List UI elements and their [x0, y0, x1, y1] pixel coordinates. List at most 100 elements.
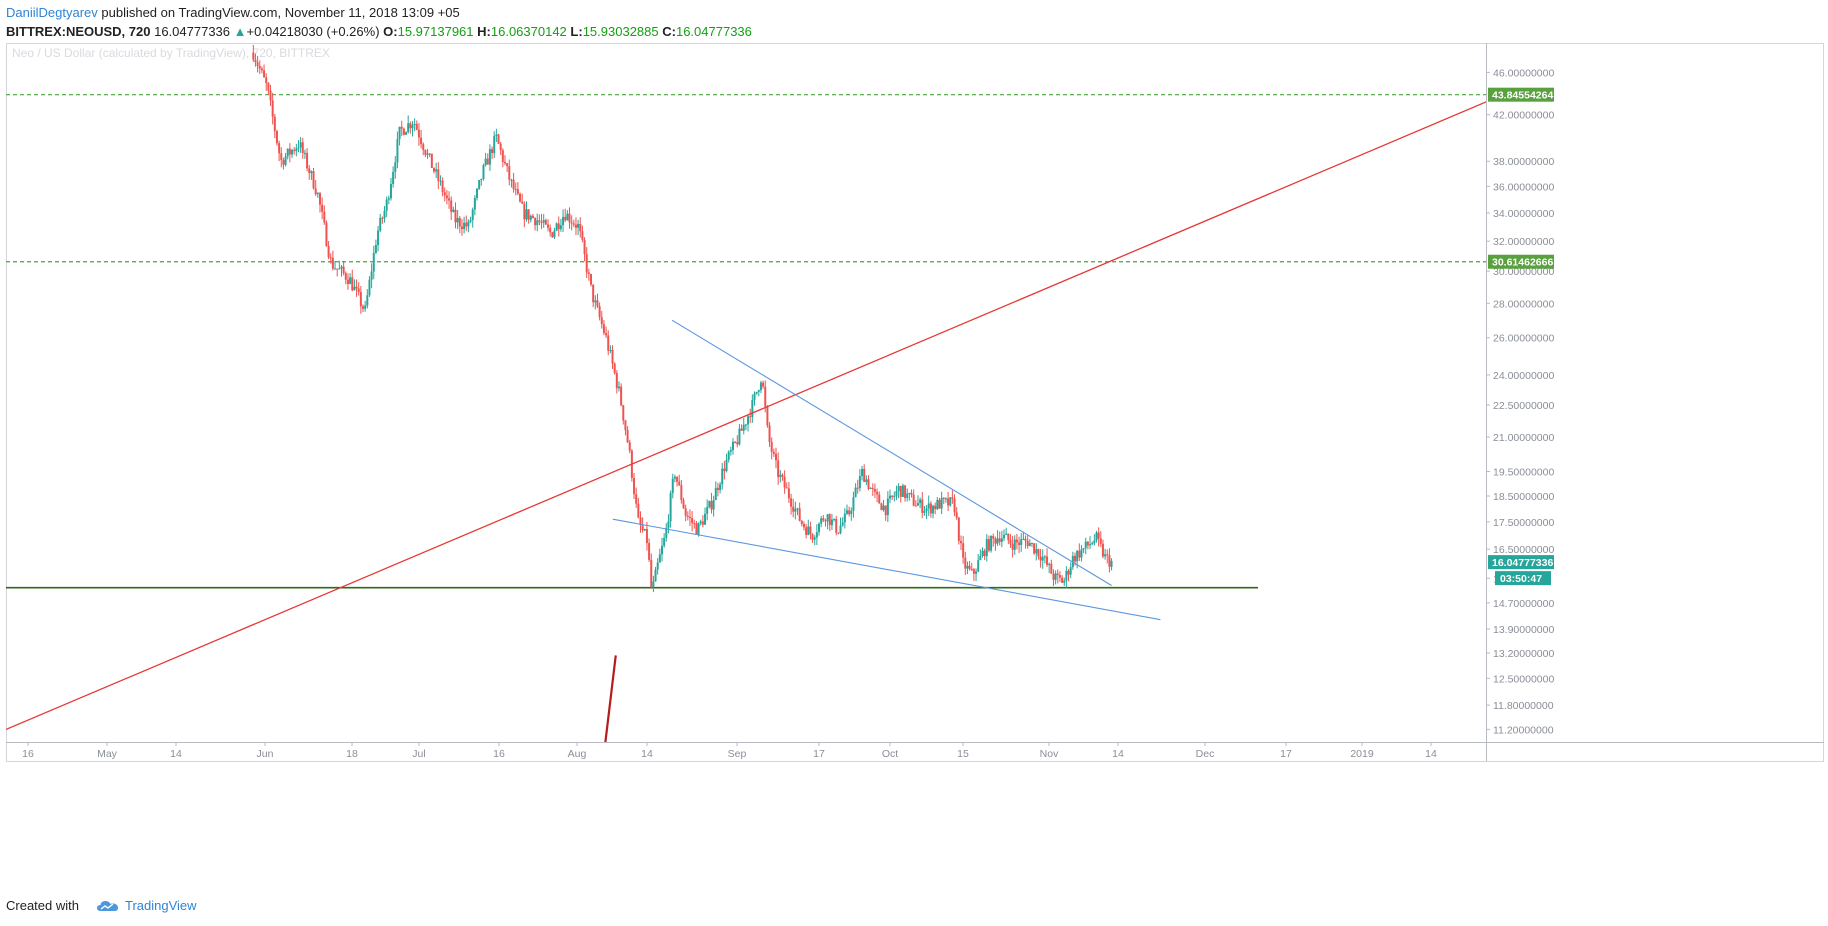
price-tick-label: 36.00000000: [1493, 181, 1554, 193]
candle-body: [549, 227, 552, 233]
wedge-upper-line[interactable]: [671, 319, 1112, 586]
candle-body: [1013, 539, 1016, 550]
candle-body: [271, 100, 274, 117]
candle-body: [723, 468, 726, 472]
candle-body: [566, 213, 569, 221]
author-link[interactable]: DaniilDegtyarev: [6, 5, 98, 20]
candle-body: [708, 501, 711, 507]
candle-body: [278, 143, 281, 154]
candle-body: [727, 451, 730, 460]
symbol-label[interactable]: BITTREX:NEOUSD, 720: [6, 24, 151, 39]
candle-body: [742, 424, 745, 431]
candle-body: [1076, 550, 1079, 562]
candle-body: [680, 485, 683, 501]
time-tick-label: Jul: [412, 748, 425, 760]
candle-body: [615, 372, 618, 389]
candle-body: [495, 134, 498, 136]
candle-body: [1056, 573, 1059, 576]
candle-body: [1026, 540, 1029, 546]
candle-body: [906, 493, 909, 498]
chart-area[interactable]: 46.00000000 42.00000000 38.00000000 36.0000…: [6, 43, 1824, 888]
candle-body: [1073, 555, 1076, 562]
low-label: L:: [570, 24, 583, 39]
candle-body: [830, 519, 833, 526]
candle-body: [643, 529, 646, 531]
price-tick-label: 14.70000000: [1493, 598, 1554, 610]
candle-body: [452, 209, 455, 212]
candle-body: [254, 59, 257, 63]
candle-body: [602, 324, 605, 334]
candle-body: [344, 273, 347, 280]
candle-body: [635, 494, 638, 504]
candle-body: [577, 223, 580, 228]
plot-layer: [6, 43, 1634, 742]
candle-body: [1015, 539, 1018, 543]
drawing-mark-line[interactable]: [604, 655, 617, 742]
tradingview-link[interactable]: TradingView: [87, 898, 197, 913]
candle-body: [562, 216, 565, 226]
open-label: O:: [383, 24, 398, 39]
price-chart[interactable]: 46.00000000 42.00000000 38.00000000 36.0000…: [6, 43, 1824, 888]
candle-body: [841, 522, 844, 526]
candle-body: [465, 222, 468, 227]
candle-body: [811, 534, 814, 540]
candle-body: [893, 495, 896, 497]
candle-body: [706, 506, 709, 514]
candle-body: [525, 209, 528, 220]
candle-body: [1099, 538, 1102, 544]
candle-body: [349, 277, 352, 284]
candle-body: [1086, 541, 1089, 546]
candle-body: [990, 536, 993, 551]
candle-body: [353, 286, 356, 291]
price-tick-label: 13.90000000: [1493, 624, 1554, 636]
candle-body: [377, 230, 380, 245]
created-with-label: Created with: [6, 898, 79, 913]
price-tick-label: 11.80000000: [1493, 700, 1554, 712]
candle-body: [815, 532, 818, 538]
candle-body: [751, 399, 754, 418]
candle-body: [1106, 554, 1109, 556]
candle-body: [529, 215, 532, 220]
candle-body: [775, 453, 778, 461]
candle-body: [1035, 549, 1038, 554]
candle-body: [929, 503, 932, 514]
candle-body: [916, 503, 919, 506]
candle-body: [947, 498, 950, 506]
candle-body: [546, 224, 549, 228]
candle-body: [633, 477, 636, 495]
candle-body: [551, 232, 554, 238]
time-tick-label: May: [97, 748, 118, 760]
time-tick-label: 2019: [1350, 748, 1374, 760]
candle-body: [564, 216, 567, 221]
candle-body: [766, 406, 769, 426]
candle-body: [359, 292, 362, 307]
candle-body: [740, 428, 743, 431]
candle-body: [781, 474, 784, 477]
candle-body: [1110, 560, 1113, 567]
candle-body: [1052, 573, 1055, 580]
candle-body: [417, 129, 420, 138]
candle-body: [757, 390, 760, 392]
time-tick-label: 14: [170, 748, 182, 760]
red-uptrend-line[interactable]: [6, 43, 1634, 742]
price-tick-label: 26.00000000: [1493, 333, 1554, 345]
price-tick-label: 17.50000000: [1493, 517, 1554, 529]
time-tick-label: 14: [1112, 748, 1124, 760]
candle-body: [480, 178, 483, 180]
candle-body: [405, 132, 408, 135]
time-tick-label: 16: [493, 748, 505, 760]
candle-body: [719, 484, 722, 491]
candle-body: [514, 189, 517, 191]
candle-body: [454, 209, 457, 223]
level-price-tag: [1488, 87, 1554, 102]
candle-body: [650, 559, 653, 588]
candle-body: [669, 493, 672, 522]
candle-body: [622, 405, 625, 421]
candle-body: [891, 495, 894, 497]
wedge-lower-line[interactable]: [612, 518, 1161, 621]
candle-body: [587, 272, 590, 275]
candle-body: [873, 489, 876, 492]
candle-body: [880, 503, 883, 511]
candle-body: [1022, 538, 1025, 540]
candle-body: [970, 568, 973, 570]
